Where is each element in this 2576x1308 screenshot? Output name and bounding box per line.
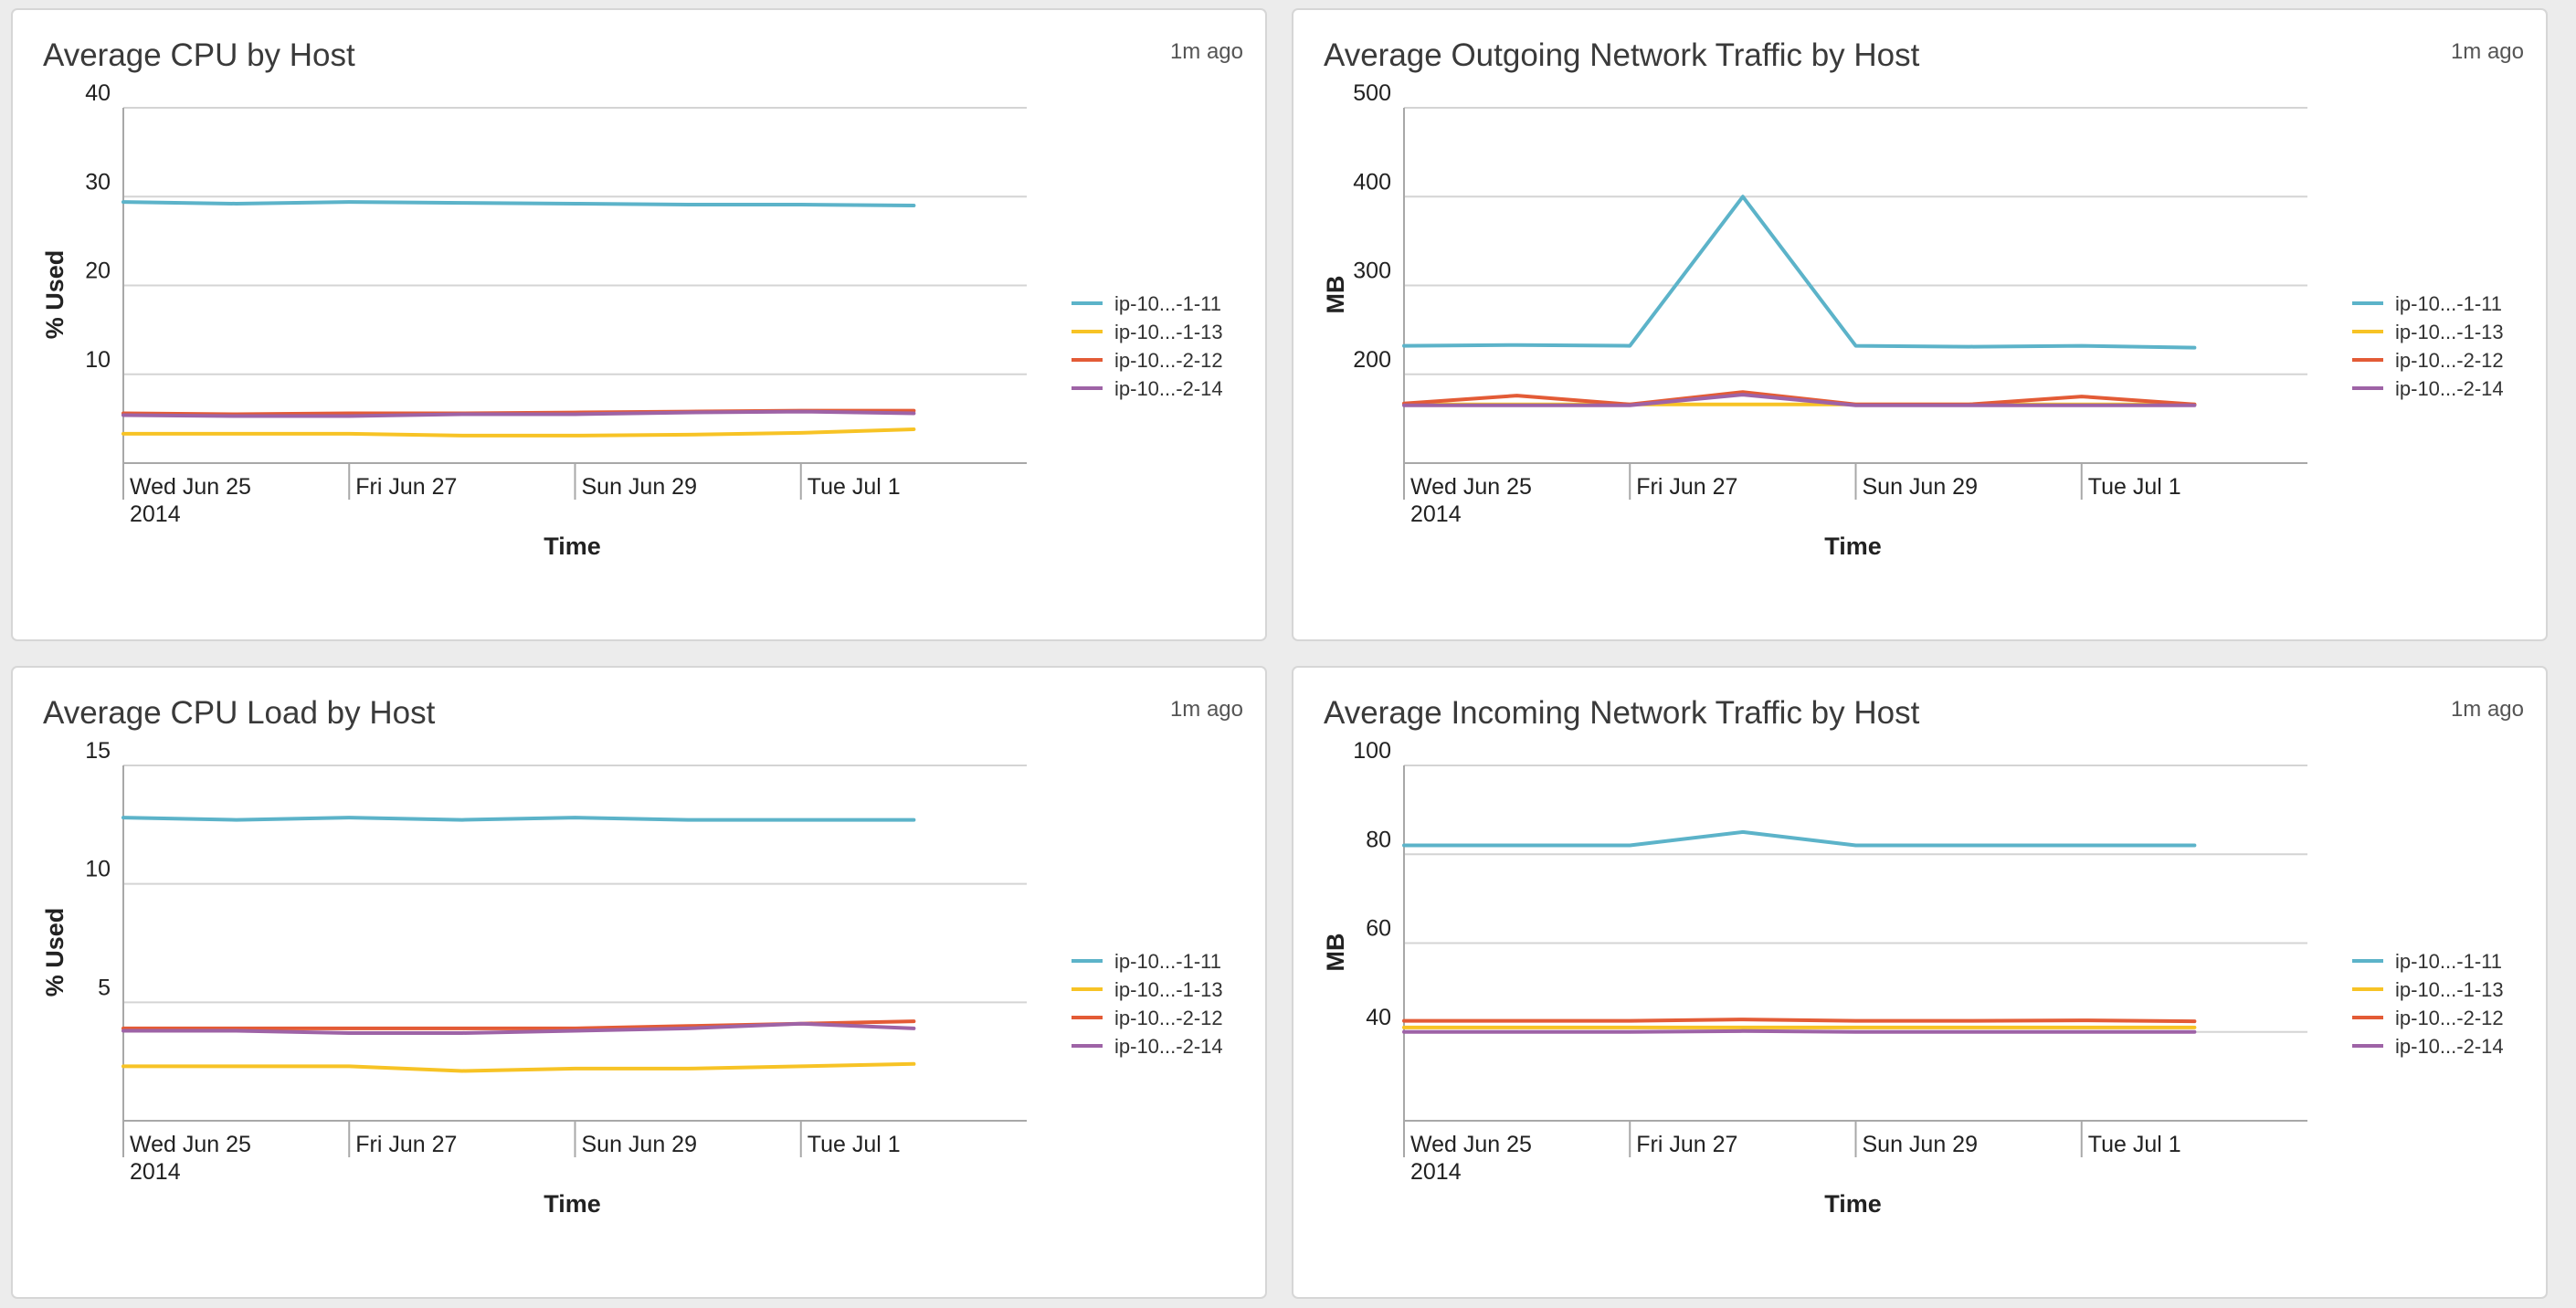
chart-panel: Average Incoming Network Traffic by Host… (1292, 666, 2548, 1299)
legend-label: ip-10...-2-14 (1114, 1035, 1223, 1058)
series-line (1402, 1018, 2197, 1024)
y-tick-label: 500 (1353, 80, 1391, 106)
y-tick-label: 15 (85, 738, 111, 764)
x-tick-label: Tue Jul 1 (2088, 1132, 2181, 1157)
series-line (121, 816, 916, 822)
y-tick-label: 40 (1366, 1005, 1391, 1030)
x-tick-label: Sun Jun 29 (1863, 474, 1979, 500)
chart-panel: Average Outgoing Network Traffic by Host… (1292, 8, 2548, 641)
y-tick-label: 60 (1366, 916, 1391, 942)
legend-label: ip-10...-2-12 (2395, 1007, 2504, 1029)
x-tick-label: Tue Jul 1 (808, 474, 901, 500)
x-tick-sublabel: 2014 (130, 1159, 181, 1185)
y-tick-label: 80 (1366, 827, 1391, 852)
legend-label: ip-10...-2-12 (2395, 349, 2504, 372)
y-tick-label: 40 (85, 80, 111, 106)
x-tick-label: Wed Jun 25 (1410, 474, 1532, 500)
y-axis-title: MB (1322, 276, 1349, 314)
legend-label: ip-10...-1-11 (1114, 292, 1221, 315)
x-axis-title: Time (544, 533, 601, 560)
x-tick-label: Wed Jun 25 (130, 474, 251, 500)
series-line (1402, 1028, 2197, 1034)
series-line (1402, 393, 2197, 407)
x-tick-label: Sun Jun 29 (1863, 1132, 1979, 1157)
panel-updated-time: 1m ago (2450, 697, 2524, 722)
legend-label: ip-10...-1-13 (2395, 978, 2504, 1001)
y-tick-label: 10 (85, 347, 111, 373)
legend-label: ip-10...-1-13 (1114, 978, 1223, 1001)
x-tick-label: Fri Jun 27 (355, 1132, 457, 1157)
x-tick-label: Wed Jun 25 (130, 1132, 251, 1157)
x-tick-label: Sun Jun 29 (582, 1132, 698, 1157)
x-tick-label: Fri Jun 27 (1636, 1132, 1737, 1157)
series-line (121, 200, 916, 207)
x-tick-label: Tue Jul 1 (808, 1132, 901, 1157)
panel-title: Average CPU Load by Host (43, 695, 436, 731)
y-tick-label: 30 (85, 169, 111, 195)
legend-label: ip-10...-2-12 (1114, 1007, 1223, 1029)
series-line (121, 427, 916, 438)
series-line (1402, 195, 2197, 350)
series-line (1402, 829, 2197, 848)
y-tick-label: 100 (1353, 738, 1391, 764)
legend-label: ip-10...-1-13 (2395, 321, 2504, 343)
series-line (121, 1021, 916, 1035)
y-tick-label: 10 (85, 857, 111, 882)
x-axis-title: Time (544, 1190, 601, 1218)
x-tick-label: Fri Jun 27 (1636, 474, 1737, 500)
y-tick-label: 300 (1353, 258, 1391, 284)
legend-label: ip-10...-1-13 (1114, 321, 1223, 343)
panel-title: Average Outgoing Network Traffic by Host (1324, 37, 1920, 73)
y-tick-label: 400 (1353, 169, 1391, 195)
legend-label: ip-10...-2-12 (1114, 349, 1223, 372)
y-axis-title: MB (1322, 934, 1349, 972)
x-tick-sublabel: 2014 (130, 501, 181, 527)
y-axis-title: % Used (41, 250, 69, 340)
x-axis-title: Time (1824, 533, 1882, 560)
y-tick-label: 20 (85, 258, 111, 284)
chart-panel: Average CPU Load by Host 1m ago 5 10 15 Wed… (11, 666, 1267, 1299)
panel-updated-time: 1m ago (2450, 39, 2524, 64)
x-tick-sublabel: 2014 (1410, 1159, 1462, 1185)
y-tick-label: 200 (1353, 347, 1391, 373)
y-tick-label: 5 (98, 975, 111, 1000)
x-tick-label: Fri Jun 27 (355, 474, 457, 500)
x-tick-sublabel: 2014 (1410, 501, 1462, 527)
legend-label: ip-10...-2-14 (2395, 1035, 2504, 1058)
x-tick-label: Sun Jun 29 (582, 474, 698, 500)
legend-label: ip-10...-2-14 (1114, 377, 1223, 400)
legend-label: ip-10...-1-11 (1114, 950, 1221, 973)
panel-title: Average CPU by Host (43, 37, 355, 73)
legend-label: ip-10...-1-11 (2395, 950, 2502, 973)
y-axis-title: % Used (41, 908, 69, 997)
x-tick-label: Tue Jul 1 (2088, 474, 2181, 500)
panel-updated-time: 1m ago (1169, 697, 1243, 722)
panel-title: Average Incoming Network Traffic by Host (1324, 695, 1920, 731)
series-line (121, 409, 916, 418)
panel-updated-time: 1m ago (1169, 39, 1243, 64)
series-line (121, 1061, 916, 1073)
x-axis-title: Time (1824, 1190, 1882, 1218)
x-tick-label: Wed Jun 25 (1410, 1132, 1532, 1157)
legend-label: ip-10...-2-14 (2395, 377, 2504, 400)
legend-label: ip-10...-1-11 (2395, 292, 2502, 315)
chart-panel: Average CPU by Host 1m ago 10 20 30 40 Wed J… (11, 8, 1267, 641)
